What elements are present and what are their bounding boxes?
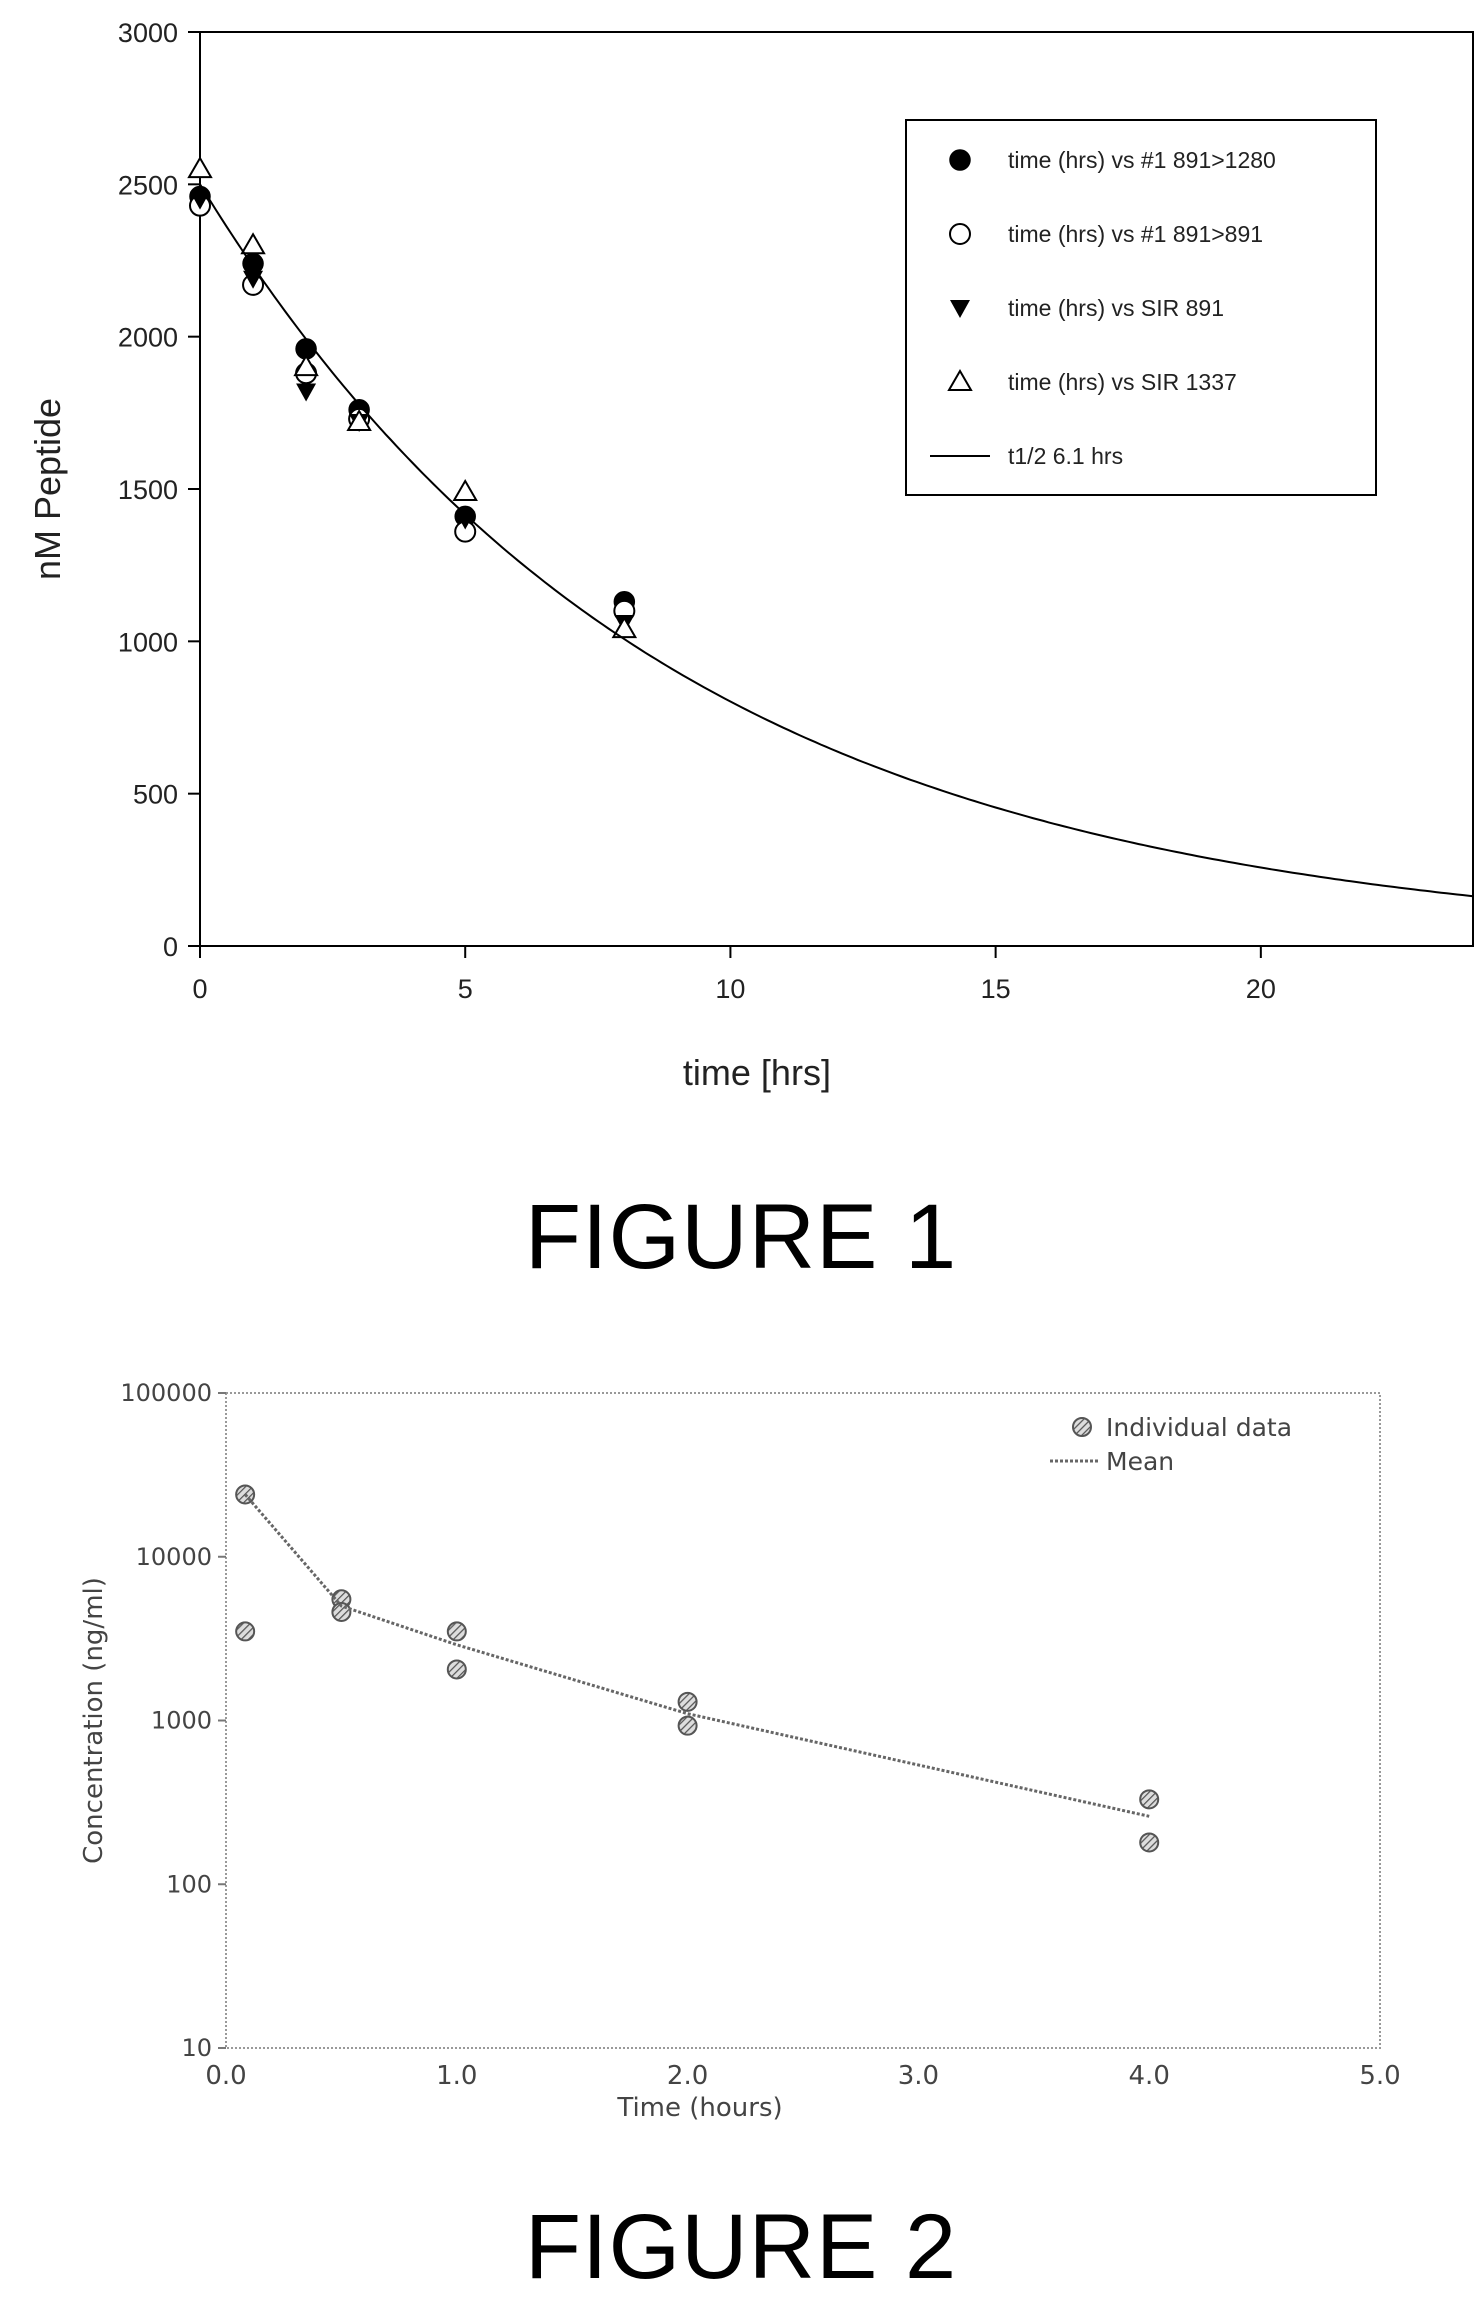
x-tick-label: 4.0 xyxy=(1129,2061,1170,2091)
legend-label: time (hrs) vs #1 891>891 xyxy=(1008,221,1263,247)
figure-2-chart: 0.0 1.0 2.0 3.0 4.0 5.0 10 100 1000 10000 100000 Ti… xyxy=(79,1379,1401,2123)
legend-marker xyxy=(949,223,971,245)
x-tick-label: 2.0 xyxy=(667,2061,708,2091)
legend-box xyxy=(905,119,1377,496)
y-tick-label: 1500 xyxy=(118,475,178,505)
y-tick-label: 10 xyxy=(181,2034,212,2062)
x-tick-label: 20 xyxy=(1246,974,1276,1004)
legend-label: Individual data xyxy=(1106,1413,1292,1442)
legend-marker xyxy=(947,369,973,391)
plot-area xyxy=(187,156,1474,898)
x-tick-label: 3.0 xyxy=(898,2061,939,2091)
legend-label: time (hrs) vs SIR 1337 xyxy=(1008,369,1237,395)
x-tick-label: 5.0 xyxy=(1359,2061,1400,2091)
y-tick-label: 3000 xyxy=(118,18,178,48)
x-axis-label: time [hrs] xyxy=(683,1052,831,1093)
data-point-s4 xyxy=(187,156,213,179)
plot-area xyxy=(235,1484,1160,1853)
legend-label: Mean xyxy=(1106,1447,1174,1476)
legend: time (hrs) vs #1 891>1280 time (hrs) vs #… xyxy=(905,119,1377,496)
legend-marker xyxy=(1072,1417,1092,1437)
legend: Individual data Mean xyxy=(1050,1413,1292,1476)
data-point-s4 xyxy=(452,479,478,502)
data-point-individual xyxy=(235,1484,256,1505)
x-axis-label: Time (hours) xyxy=(616,2093,782,2123)
y-tick-label: 1000 xyxy=(151,1707,212,1735)
y-tick-label: 2000 xyxy=(118,323,178,353)
figure-1-chart: 0 5 10 15 20 0 500 1000 1500 2000 2500 3000 time [hr… xyxy=(27,18,1474,1093)
data-point-s4 xyxy=(346,408,372,431)
mean-line xyxy=(244,1493,1150,1818)
legend-label: time (hrs) vs SIR 891 xyxy=(1008,295,1224,321)
y-tick-label: 100000 xyxy=(120,1379,212,1407)
legend-label: time (hrs) vs #1 891>1280 xyxy=(1008,147,1276,173)
legend-label: t1/2 6.1 hrs xyxy=(1008,443,1123,469)
data-point-individual xyxy=(446,1621,467,1642)
figure-2-caption: FIGURE 2 xyxy=(524,2196,958,2298)
y-tick-label: 10000 xyxy=(136,1543,212,1571)
y-tick-label: 0 xyxy=(163,932,178,962)
data-point-s4 xyxy=(611,616,638,639)
x-tick-label: 5 xyxy=(458,974,473,1004)
x-tick-label: 10 xyxy=(715,974,745,1004)
y-tick-label: 2500 xyxy=(118,170,178,200)
figure-1-caption: FIGURE 1 xyxy=(524,1186,958,1288)
x-tick-label: 1.0 xyxy=(436,2061,477,2091)
legend-marker xyxy=(949,149,971,171)
y-axis-label: Concentration (ng/ml) xyxy=(79,1577,109,1864)
y-tick-label: 100 xyxy=(166,1870,212,1898)
data-point-individual xyxy=(235,1621,256,1642)
x-tick-label: 15 xyxy=(981,974,1011,1004)
data-point-individual xyxy=(677,1691,698,1712)
data-point-individual xyxy=(677,1715,698,1736)
y-axis-label: nM Peptide xyxy=(27,398,68,580)
data-point-s4 xyxy=(240,232,266,255)
data-point-s4 xyxy=(293,354,319,377)
plot-frame xyxy=(225,1392,1381,2049)
fit-curve xyxy=(199,183,1474,898)
data-point-individual xyxy=(1139,1832,1160,1853)
data-point-s3 xyxy=(455,511,476,530)
data-point-individual xyxy=(1139,1789,1160,1810)
data-point-s3 xyxy=(296,383,317,402)
y-tick-label: 1000 xyxy=(118,627,178,657)
data-point-individual xyxy=(446,1659,467,1680)
x-tick-label: 0 xyxy=(192,974,207,1004)
data-point-s3 xyxy=(190,191,210,210)
legend-marker xyxy=(950,300,970,318)
data-point-s3 xyxy=(243,270,264,289)
x-tick-label: 0.0 xyxy=(205,2061,246,2091)
y-tick-label: 500 xyxy=(133,780,178,810)
